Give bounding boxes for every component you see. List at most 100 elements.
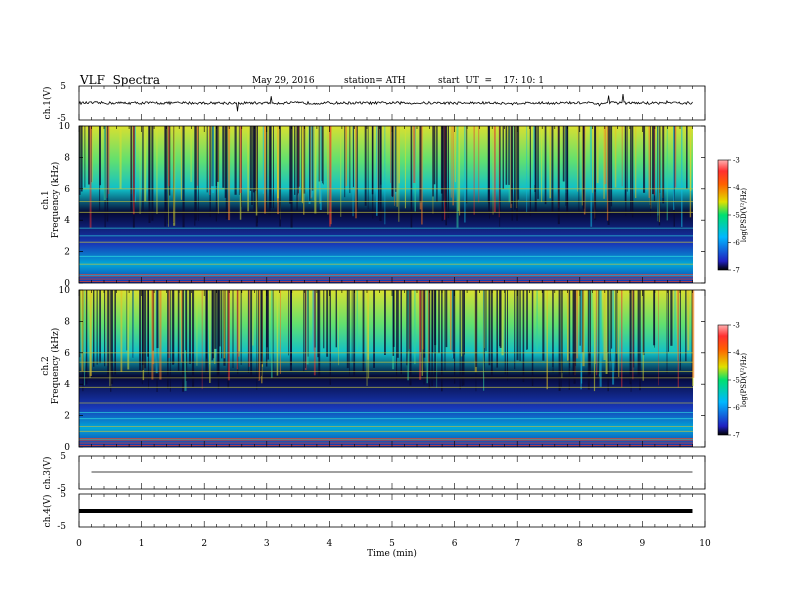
- y-tick-label: 6: [64, 349, 70, 359]
- x-tick-label: 6: [452, 539, 458, 549]
- spectrogram-streak: [326, 290, 329, 357]
- spectrogram-streak: [630, 126, 632, 214]
- spectrogram-streak: [206, 126, 208, 193]
- spectrogram-streak: [394, 126, 396, 195]
- spectrogram-streak: [431, 290, 433, 387]
- station-label: station= ATH: [344, 76, 406, 86]
- ch2-yticks: 0 2 4 6 8 10: [59, 286, 705, 453]
- spectrogram-streak: [654, 290, 655, 348]
- spectrogram-streak: [209, 126, 211, 195]
- spectrogram-streak: [368, 290, 370, 379]
- spectrogram-streak: [662, 126, 665, 204]
- spectrogram-streak: [367, 126, 369, 210]
- spectrogram-streak: [606, 126, 609, 221]
- chart-title: VLF Spectra: [80, 73, 161, 87]
- spectrogram-streak: [534, 126, 536, 192]
- spectrogram-streak: [516, 290, 519, 361]
- spectrogram-streak: [533, 126, 535, 185]
- spectrogram-streak: [236, 290, 239, 370]
- spectrogram-streak: [99, 290, 101, 364]
- spectrogram-streak: [212, 290, 215, 359]
- spectrogram-streak: [589, 126, 591, 188]
- spectrogram-streak: [318, 290, 321, 379]
- spectrogram-streak: [410, 126, 413, 228]
- spectrogram-streak: [442, 126, 445, 201]
- spectrogram-streak: [313, 126, 315, 200]
- spectrogram-streak: [462, 290, 465, 386]
- spectrogram-streak: [673, 126, 675, 210]
- spectrogram-streak: [355, 126, 357, 219]
- spectrogram-streak: [428, 290, 431, 389]
- spectrogram-streak: [367, 290, 369, 360]
- spectrogram-streak: [289, 126, 292, 204]
- spectrogram-streak: [252, 290, 254, 346]
- spectrogram-streak: [666, 290, 668, 374]
- spectrogram-streak: [120, 290, 123, 372]
- spectrogram-streak: [323, 290, 325, 349]
- spectrogram-streak: [356, 126, 358, 210]
- spectrogram-streak: [159, 290, 162, 380]
- spectrogram-streak: [169, 126, 171, 196]
- spectrogram-streak: [565, 126, 567, 206]
- spectrogram-streak: [106, 290, 108, 366]
- spectrogram-streak: [510, 126, 513, 204]
- spectrogram-streak: [216, 290, 218, 377]
- x-tick-label: 0: [76, 539, 82, 549]
- spectrogram-streak: [314, 290, 316, 348]
- spectrogram-streak: [217, 290, 220, 379]
- spectrogram-streak: [596, 290, 598, 376]
- spectrogram-streak: [141, 290, 144, 365]
- y-tick-label: 0: [64, 443, 70, 453]
- spectrogram-streak: [611, 290, 613, 349]
- spectrogram-streak: [392, 126, 394, 198]
- y-tick-label: 4: [64, 380, 70, 390]
- spectrogram-streak: [167, 126, 170, 187]
- spectrogram-streak: [318, 126, 320, 182]
- spectrogram-streak: [650, 126, 651, 217]
- y-tick-label: 0: [64, 279, 70, 289]
- spectrogram-streak: [517, 126, 520, 200]
- spectrogram-streak: [674, 290, 676, 349]
- spectrogram-streak: [632, 126, 634, 218]
- x-axis-label: Time (min): [367, 548, 417, 559]
- spectrogram-streak: [579, 290, 581, 346]
- colorbar-tick-label: -7: [733, 432, 740, 440]
- spectrogram-streak: [658, 126, 660, 223]
- ch1-freq-ylabel: Frequency (kHz): [50, 162, 61, 239]
- spectrogram-streak: [396, 290, 398, 381]
- spectrogram-streak: [505, 126, 508, 185]
- spectrogram-streak: [289, 290, 292, 371]
- ch4-ytick-top: 5: [60, 490, 66, 500]
- spectrogram-streak: [279, 290, 281, 374]
- spectrogram-streak: [630, 290, 632, 392]
- spectrogram-streak: [173, 126, 175, 223]
- spectrogram-streak: [298, 126, 300, 202]
- colorbar-tick-label: -7: [733, 267, 740, 275]
- spectrogram-streak: [436, 126, 438, 202]
- spectrogram-streak: [194, 126, 197, 221]
- spectrogram-streak: [561, 290, 563, 374]
- spectrogram-streak: [396, 290, 399, 358]
- spectrogram-streak: [658, 290, 659, 386]
- spectrogram-streak: [260, 290, 263, 365]
- spectrogram-streak: [270, 126, 272, 209]
- ch1-bands: [79, 188, 693, 282]
- spectrogram-streak: [119, 126, 122, 189]
- spectrogram-streak: [198, 126, 199, 221]
- ch4-ytick-bottom: -5: [57, 522, 66, 532]
- spectrogram-streak: [409, 290, 412, 386]
- spectrogram-streak: [126, 290, 128, 351]
- spectrogram-streak: [356, 290, 358, 350]
- spectrogram-streak: [319, 126, 322, 210]
- spectrogram-streak: [394, 126, 395, 206]
- spectrogram-streak: [104, 290, 106, 367]
- spectrogram-streak: [79, 126, 81, 195]
- spectrogram-streak: [624, 126, 627, 202]
- spectrogram-streak: [396, 126, 398, 207]
- spectrogram-streak: [247, 290, 249, 373]
- spectrogram-streak: [654, 126, 655, 196]
- spectrogram-streak: [225, 126, 228, 220]
- spectrogram-streak: [519, 290, 521, 362]
- ch1-colorbar-scale: [717, 159, 729, 271]
